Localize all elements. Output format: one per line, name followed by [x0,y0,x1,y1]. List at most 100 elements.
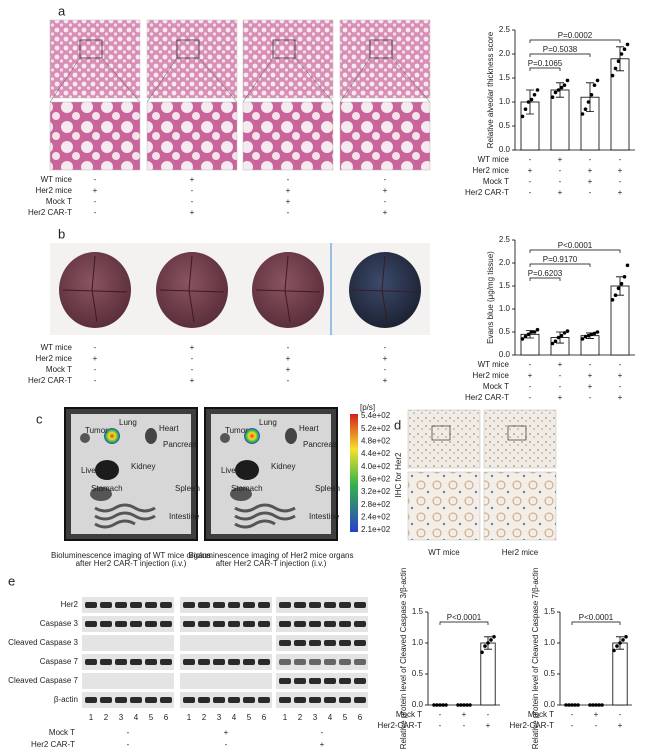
zoom-line [101,57,141,103]
condition-sign: - [321,728,324,737]
lane-number: 3 [119,713,124,722]
condition-sign: - [589,155,592,164]
data-point [618,641,622,645]
lane-number: 4 [232,713,237,722]
colorbar-tick: 2.4e+02 [361,512,391,521]
data-point [592,83,597,87]
data-point [625,263,630,268]
data-point [615,644,619,648]
blot-strip [180,635,272,651]
blot-band [354,602,366,608]
blot-band [309,602,321,608]
p-value: P=0.1065 [528,59,563,68]
data-point [489,638,493,642]
blot-band [258,659,270,665]
condition-sign: - [127,740,130,749]
y-tick-label: 1.0 [412,638,424,647]
colorbar [350,414,358,532]
data-point [520,337,525,341]
blot-band [324,602,336,608]
blot-strip [276,597,368,613]
organ-label: Tumor [225,426,248,435]
p-value: P=0.0002 [558,31,593,40]
organ-label: Lung [259,418,277,427]
condition-sign: - [225,740,228,749]
data-point [613,293,618,298]
error-bar [586,82,594,112]
blot-strip [82,673,174,689]
organ-liver [235,460,259,480]
data-point [565,78,570,83]
p-value: P=0.6203 [528,269,563,278]
condition-name: Mock T [49,728,75,737]
blot-band [213,602,225,608]
y-tick-label: 0.0 [499,350,511,359]
condition-sign: + [190,208,195,217]
data-point [621,638,625,642]
blot-band [294,640,306,646]
bar [610,58,630,151]
data-point [456,703,460,707]
organ-label: Tumor [85,426,108,435]
blot-strip [180,616,272,632]
colorbar-tick: 4.8e+02 [361,436,391,445]
data-point [526,332,531,337]
lane-number: 5 [247,713,252,722]
zoom-box [272,39,296,59]
condition-sign: - [619,382,622,391]
blot-band [243,602,255,608]
condition-sign: - [559,177,562,186]
lane-number: 1 [89,713,94,722]
data-point [613,66,618,71]
data-point [586,100,591,104]
axis-label: IHC for Her2 [394,452,403,497]
blot-band [198,621,210,627]
data-point [616,59,621,63]
blot-band [160,697,172,703]
condition-sign: - [94,197,97,206]
lane-number: 6 [262,713,267,722]
blot-band [115,602,127,608]
blot-band [339,678,351,684]
condition-name: Mock T [528,710,554,719]
blot-strip [276,616,368,632]
condition-sign: - [384,343,387,352]
condition-sign: - [439,710,442,719]
data-point [580,337,585,341]
condition-sign: + [383,186,388,195]
blot-band [115,659,127,665]
significance-bracket [439,621,489,625]
data-point [586,333,591,338]
condition-sign: - [94,343,97,352]
condition-sign: - [191,365,194,374]
blot-strip [180,654,272,670]
zoom-box [369,39,393,59]
organ-label: Stomach [91,484,123,493]
data-point [588,703,592,707]
data-point [535,327,540,332]
organ-stomach [230,487,252,501]
y-tick-label: 1.0 [499,304,511,313]
organ-intestine [234,503,296,529]
colorbar-tick: 4.4e+02 [361,449,391,458]
blot-band [294,697,306,703]
condition-sign: + [93,186,98,195]
condition-sign: - [191,186,194,195]
lung [156,252,228,328]
lung-fissure [255,255,321,323]
condition-sign: + [286,354,291,363]
p-value: P=0.5038 [543,45,578,54]
lane-number: 4 [328,713,333,722]
condition-name: Her2-CAR-T [378,721,423,730]
p-value: P=0.9170 [543,255,578,264]
blot-row-label: Cleaved Caspase 7 [8,676,78,685]
zoom-line [294,57,334,103]
blot-band [279,697,291,703]
condition-sign: - [559,382,562,391]
condition-sign: - [287,175,290,184]
condition-sign: + [224,728,229,737]
condition-sign: - [589,188,592,197]
data-point [520,114,525,119]
blot-strip [180,597,272,613]
condition-name: Her2 CAR-T [28,376,72,385]
